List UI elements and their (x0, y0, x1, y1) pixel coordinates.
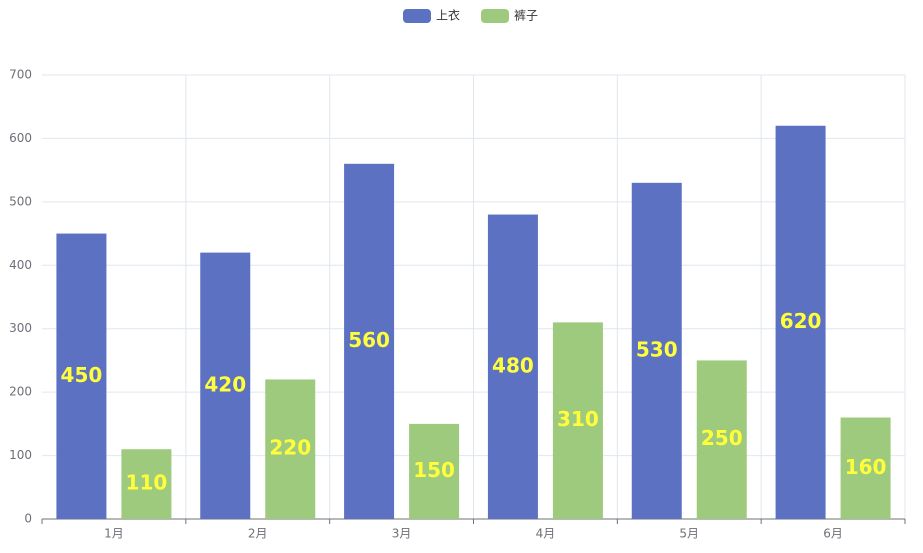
x-tick-label: 5月 (679, 527, 699, 541)
bar (409, 423, 460, 519)
bar (265, 379, 316, 519)
bar (121, 449, 172, 519)
value-label: 450 (61, 363, 103, 387)
value-label: 150 (413, 458, 455, 482)
legend-swatch[interactable] (481, 9, 509, 23)
y-tick-label: 400 (9, 258, 32, 272)
value-label: 310 (557, 407, 599, 431)
value-label: 160 (845, 455, 887, 479)
bar (631, 182, 682, 520)
legend-swatch[interactable] (403, 9, 431, 23)
legend-label[interactable]: 裤子 (514, 9, 538, 23)
y-tick-label: 300 (9, 321, 32, 335)
value-label: 110 (126, 471, 168, 495)
bar (344, 163, 395, 520)
value-label: 420 (204, 372, 246, 396)
y-tick-label: 700 (9, 68, 32, 82)
x-tick-label: 1月 (104, 527, 124, 541)
legend-label[interactable]: 上衣 (436, 8, 460, 23)
value-label: 480 (492, 353, 534, 377)
value-label: 250 (701, 426, 743, 450)
y-tick-label: 100 (9, 448, 32, 462)
x-tick-label: 4月 (536, 527, 556, 541)
x-tick-label: 6月 (823, 527, 843, 541)
y-tick-label: 500 (9, 194, 32, 208)
value-label: 220 (269, 436, 311, 460)
bar (487, 214, 538, 520)
value-label: 560 (348, 328, 390, 352)
bar (56, 233, 107, 520)
y-tick-label: 200 (9, 385, 32, 399)
y-tick-label: 600 (9, 131, 32, 145)
bar (696, 360, 747, 519)
value-label: 530 (636, 337, 678, 361)
x-tick-label: 3月 (392, 527, 412, 541)
bar (840, 417, 891, 519)
bar (200, 252, 251, 519)
y-tick-label: 0 (24, 512, 32, 526)
bar (775, 125, 826, 519)
x-tick-label: 2月 (248, 527, 268, 541)
value-label: 620 (780, 309, 822, 333)
bar (552, 322, 603, 519)
